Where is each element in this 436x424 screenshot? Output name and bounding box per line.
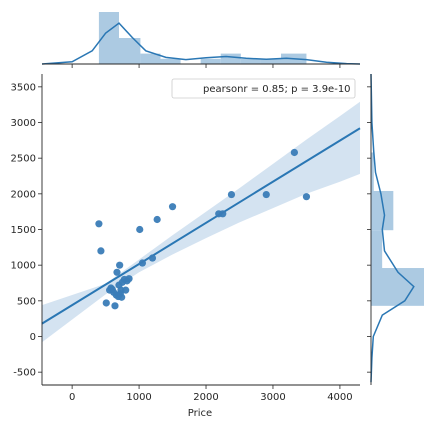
x-histogram-bar (98, 12, 119, 64)
x-tick-label: 2000 (193, 392, 218, 403)
y-histogram-bar (371, 152, 374, 191)
x-tick-label: 0 (69, 392, 75, 403)
y-tick-label: 1500 (11, 225, 36, 236)
legend-label: pearsonr = 0.85; p = 3.9e-10 (203, 84, 351, 95)
axes-layer: 0 1000 2000 3000 4000 -500 0 500 1000 1500 2000 250… (11, 74, 360, 403)
y-histogram-bar (371, 268, 424, 306)
data-point (102, 299, 110, 307)
data-point (153, 215, 161, 224)
data-point (227, 190, 236, 199)
x-histogram-bar (200, 58, 221, 64)
y-kde-curve (370, 73, 415, 383)
x-histogram-bar (260, 58, 282, 64)
x-histogram-bar (220, 53, 241, 64)
y-tick-label: 2000 (11, 189, 36, 200)
y-tick-label: 500 (17, 296, 36, 307)
data-point (116, 261, 124, 269)
data-point (113, 268, 121, 276)
x-tick-label: 3000 (260, 392, 285, 403)
x-marginal-distribution (41, 12, 361, 68)
data-point (290, 148, 298, 157)
regression-layer (41, 127, 361, 325)
legend-box (171, 78, 356, 99)
confidence-band (42, 101, 360, 343)
x-histogram-bar (160, 58, 181, 64)
y-tick-label: 3000 (11, 118, 36, 129)
data-point (97, 247, 105, 255)
data-point (118, 293, 126, 301)
x-tick-label: 4000 (327, 392, 352, 403)
y-tick-label: 0 (30, 332, 36, 343)
y-tick-label: 3500 (11, 82, 36, 93)
data-point (262, 190, 270, 199)
x-histogram-bar (240, 58, 261, 64)
x-histogram-bar (140, 53, 161, 64)
legend: pearsonr = 0.85; p = 3.9e-10 (171, 78, 356, 99)
data-point (168, 203, 177, 211)
confidence-band-layer (42, 101, 360, 343)
y-histogram-bar (371, 230, 383, 269)
regression-line (41, 127, 361, 325)
data-point (302, 193, 311, 201)
x-tick-label: 1000 (126, 392, 151, 403)
x-axis-label: Price (188, 408, 212, 419)
x-kde-curve (41, 22, 361, 65)
y-tick-label: 1000 (11, 261, 36, 272)
data-point (136, 225, 144, 234)
y-tick-label: 2500 (11, 154, 36, 165)
data-point (138, 259, 147, 267)
points-layer (95, 148, 311, 310)
data-point (148, 254, 157, 262)
y-histogram-bar (371, 190, 394, 231)
y-tick-label: -500 (13, 368, 36, 379)
data-point (111, 302, 119, 310)
data-point (125, 275, 133, 283)
scatter-plot-area: 0 1000 2000 3000 4000 -500 0 500 1000 1500 2000 250… (11, 74, 361, 403)
data-point (219, 210, 227, 218)
y-marginal-distribution (367, 73, 424, 385)
data-point (122, 286, 130, 294)
x-histogram-bar (118, 38, 141, 64)
data-point (95, 220, 103, 228)
